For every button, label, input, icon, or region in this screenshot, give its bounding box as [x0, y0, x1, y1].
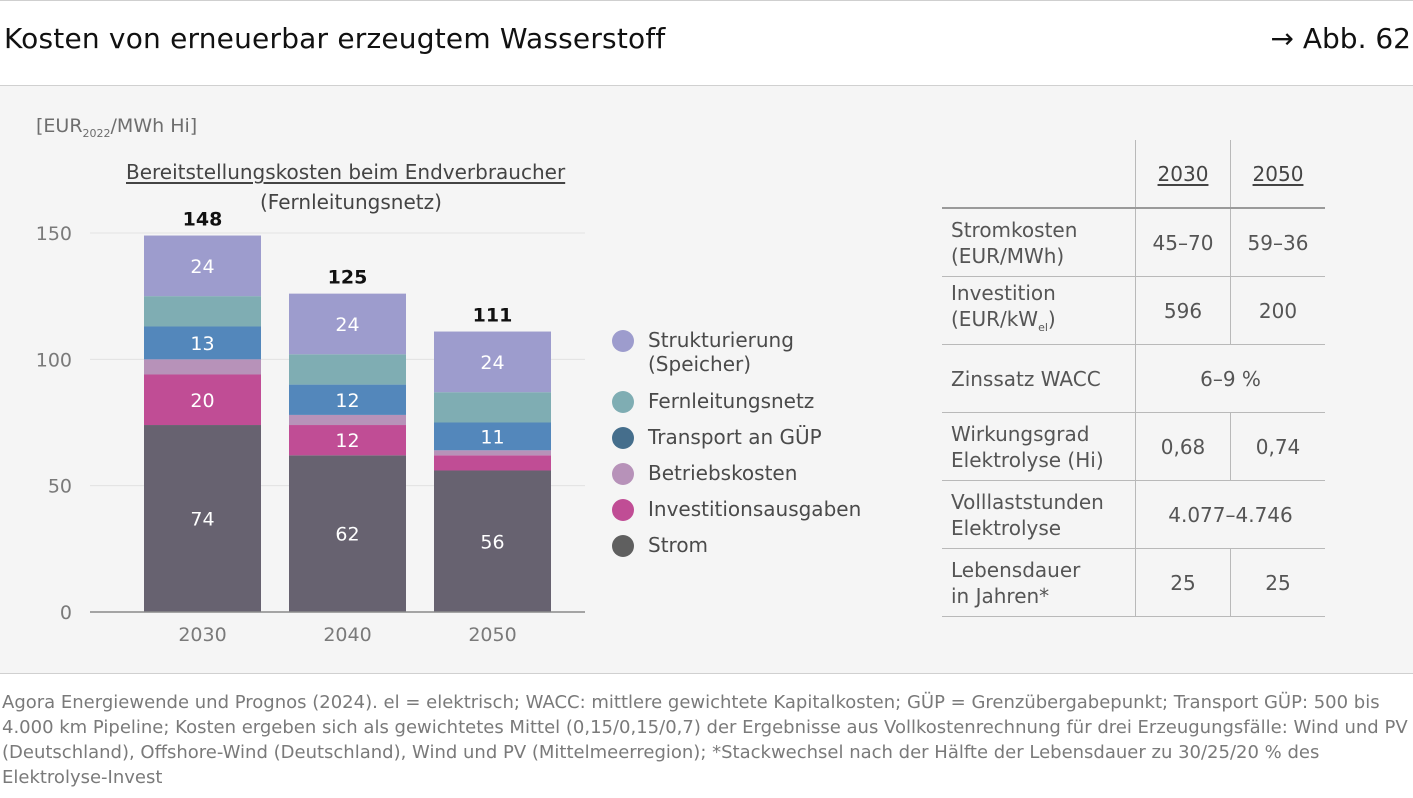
table-row-wirkungsgrad: Wirkungsgrad Elektrolyse (Hi) 0,68 0,74 [942, 412, 1325, 481]
cell-2050: 25 [1230, 548, 1325, 617]
bar-segment-2030-investitionsausgaben [144, 374, 261, 426]
bar-segment-2050-strukturierung-speicher- [434, 331, 551, 393]
table-header-2050: 2050 [1230, 140, 1325, 209]
bar-value-label: 74 [190, 509, 214, 531]
legend-item-strukturierung: Strukturierung (Speicher) [612, 328, 794, 376]
cell-2050: 0,74 [1230, 412, 1325, 481]
bar-segment-2050-betriebskosten [434, 450, 551, 456]
legend-label: Betriebskosten [648, 461, 798, 485]
bar-segment-2040-strom [289, 455, 406, 612]
legend-item-betriebskosten: Betriebskosten [612, 461, 797, 485]
legend-dot-fernleitungsnetz [612, 391, 634, 413]
bar-segment-2040-fernleitungsnetz [289, 354, 406, 385]
figure-reference: → Abb. 62 [1270, 22, 1412, 55]
bar-value-label: 12 [335, 390, 359, 412]
cell-span: 6–9 % [1135, 344, 1325, 413]
bar-value-label: 56 [480, 531, 504, 553]
row-label: Volllaststunden Elektrolyse [942, 480, 1136, 549]
bar-segment-2030-strom [144, 425, 261, 612]
table-header-2030: 2030 [1135, 140, 1231, 209]
bar-segment-2040-strukturierung-speicher- [289, 293, 406, 355]
y-tick-label-50: 50 [48, 476, 72, 498]
cell-2030: 596 [1135, 276, 1231, 345]
table-row-lebensdauer: Lebensdauer in Jahren* 25 25 [942, 548, 1325, 617]
legend-item-fernleitungsnetz: Fernleitungsnetz [612, 389, 814, 413]
table-row-investition: Investition (EUR/kWel) 596 200 [942, 276, 1325, 345]
cell-span: 4.077–4.746 [1135, 480, 1325, 549]
legend-label: Strukturierung (Speicher) [648, 328, 794, 376]
bar-segment-2050-transport-an-g-p [434, 422, 551, 451]
cell-2030: 0,68 [1135, 412, 1231, 481]
bar-segment-2030-strukturierung-speicher- [144, 235, 261, 297]
top-rule [0, 0, 1413, 1]
legend-dot-strom [612, 535, 634, 557]
row-label: Stromkosten (EUR/MWh) [942, 208, 1136, 277]
bar-value-label: 20 [190, 390, 214, 412]
table-header-row: 2030 2050 [942, 140, 1325, 209]
bar-value-label: 24 [480, 352, 504, 374]
bar-segment-2040-investitionsausgaben [289, 425, 406, 456]
bar-segment-2050-fernleitungsnetz [434, 392, 551, 423]
chart-title: Bereitstellungskosten beim Endverbrauche… [126, 160, 566, 184]
figure-title: Kosten von erneuerbar erzeugtem Wasserst… [4, 22, 666, 55]
bar-value-label: 11 [480, 426, 504, 448]
legend-label: Transport an GÜP [648, 425, 822, 449]
bar-value-label: 12 [335, 430, 359, 452]
bar-value-label: 24 [335, 314, 359, 336]
bar-segment-2050-investitionsausgaben [434, 455, 551, 471]
legend-label: Investitionsausgaben [648, 497, 862, 521]
source-footnote: Agora Energiewende und Prognos (2024). e… [2, 692, 1408, 788]
cell-2030: 25 [1135, 548, 1231, 617]
legend-item-investitionsausgaben: Investitionsausgaben [612, 497, 861, 521]
row-label: Lebensdauer in Jahren* [942, 548, 1136, 617]
legend-item-strom: Strom [612, 533, 708, 557]
bar-value-label: 24 [190, 256, 214, 278]
legend-dot-transport [612, 427, 634, 449]
table-row-zinssatz: Zinssatz WACC 6–9 % [942, 344, 1325, 413]
bar-segment-2040-betriebskosten [289, 414, 406, 426]
row-label: Investition (EUR/kWel) [942, 276, 1136, 345]
bar-segment-2040-transport-an-g-p [289, 384, 406, 415]
legend-label: Strom [648, 533, 709, 557]
table-header-empty [942, 140, 1136, 209]
bar-value-label: 13 [190, 333, 214, 355]
bar-total-label-2030: 148 [183, 209, 223, 231]
y-axis-unit: [EUR2022/MWh Hi] [36, 115, 198, 140]
bar-segment-2030-betriebskosten [144, 359, 261, 375]
bar-segment-2030-fernleitungsnetz [144, 296, 261, 327]
legend-dot-betriebskosten [612, 463, 634, 485]
bar-segment-2030-transport-an-g-p [144, 326, 261, 360]
legend-item-transport: Transport an GÜP [612, 425, 822, 449]
bar-total-label-2050: 111 [473, 305, 513, 327]
y-tick-label-150: 150 [36, 223, 72, 245]
cell-2050: 59–36 [1230, 208, 1325, 277]
table-row-stromkosten: Stromkosten (EUR/MWh) 45–70 59–36 [942, 208, 1325, 277]
parameter-table: 2030 2050 Stromkosten (EUR/MWh) 45–70 59–… [942, 140, 1325, 617]
cell-2030: 45–70 [1135, 208, 1231, 277]
x-tick-label-2030: 2030 [178, 624, 226, 646]
legend-dot-strukturierung [612, 330, 634, 352]
y-tick-label-100: 100 [36, 349, 72, 371]
x-tick-label-2040: 2040 [323, 624, 371, 646]
chart-subtitle: (Fernleitungsnetz) [260, 190, 442, 214]
row-label: Wirkungsgrad Elektrolyse (Hi) [942, 412, 1136, 481]
bar-value-label: 62 [335, 524, 359, 546]
x-tick-label-2050: 2050 [468, 624, 516, 646]
bar-segment-2050-strom [434, 470, 551, 612]
row-label: Zinssatz WACC [942, 344, 1136, 413]
y-tick-label-0: 0 [60, 602, 72, 624]
cell-2050: 200 [1230, 276, 1325, 345]
legend-dot-investitionsausgaben [612, 499, 634, 521]
legend-label: Fernleitungsnetz [648, 389, 815, 413]
bar-total-label-2040: 125 [328, 267, 368, 289]
table-row-volllaststunden: Volllaststunden Elektrolyse 4.077–4.746 [942, 480, 1325, 549]
